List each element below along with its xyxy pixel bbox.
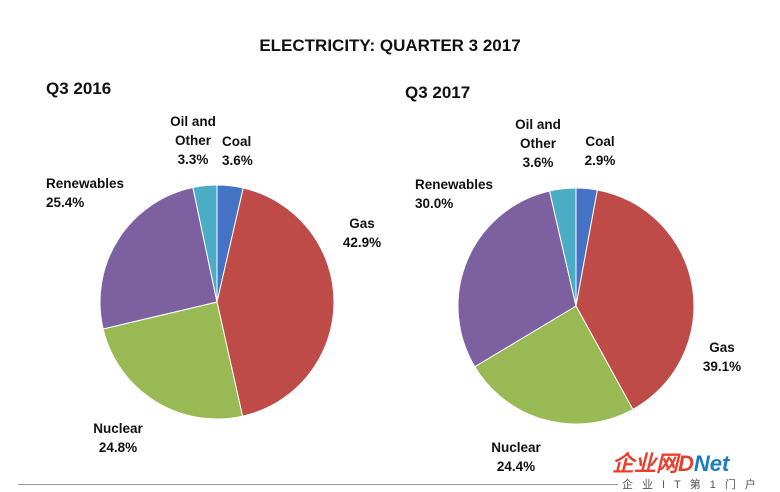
pie-label-q3-2016-gas: Gas 42.9% [343, 216, 381, 250]
pie-label-q3-2017-nuclear: Nuclear 24.4% [491, 440, 541, 474]
pie-label-q3-2017-oil-and-other: Oil and Other 3.6% [515, 117, 561, 170]
pie-value-q3-2016-nuclear: 24.8% [99, 440, 137, 455]
pie-label-q3-2016-oil-and-other: Oil and Other 3.3% [170, 114, 216, 167]
pie-name-q3-2016-gas: Gas [349, 216, 375, 231]
pie-value-q3-2016-renewables: 25.4% [46, 195, 84, 210]
pie-value-q3-2017-oil-and-other: 3.6% [523, 155, 554, 170]
pie-name-q3-2017-gas: Gas [709, 340, 735, 355]
pie-slice-q3-2016-oil-and-other [192, 184, 218, 303]
pie-name-q3-2017-oil-and-other: Other [520, 136, 557, 151]
pie-value-q3-2017-coal: 2.9% [585, 153, 616, 168]
pie-name-q3-2016-renewables: Renewables [46, 176, 124, 191]
pie-name-q3-2017-coal: Coal [585, 134, 614, 149]
pie-slice-q3-2017-oil-and-other [548, 187, 577, 307]
pie-slice-q3-2016-gas [216, 187, 335, 417]
pie-label-q3-2016-coal: Coal 3.6% [222, 134, 253, 168]
pie-label-q3-2017-renewables: Renewables 30.0% [415, 177, 493, 211]
bottom-rule [18, 484, 618, 485]
pie-name-q3-2017-nuclear: Nuclear [491, 440, 541, 455]
pie-name-q3-2016-oil-and-other: Oil and [170, 114, 216, 129]
pie-name-q3-2016-coal: Coal [222, 134, 251, 149]
pie-name-q3-2017-renewables: Renewables [415, 177, 493, 192]
pie-value-q3-2016-coal: 3.6% [222, 153, 253, 168]
pie-label-q3-2016-renewables: Renewables 25.4% [46, 176, 124, 210]
watermark-d: D [678, 451, 694, 476]
watermark-subtitle: 企业IT第1门户 [622, 479, 765, 491]
pie-slice-q3-2016-nuclear [102, 301, 244, 420]
watermark-cn: 企业网 [612, 451, 679, 476]
pie-slice-q3-2017-nuclear [474, 305, 634, 425]
pie-value-q3-2017-gas: 39.1% [703, 359, 741, 374]
pie-name-q3-2017-oil-and-other: Oil and [515, 117, 561, 132]
pie-value-q3-2016-gas: 42.9% [343, 235, 381, 250]
pie-value-q3-2017-nuclear: 24.4% [497, 459, 535, 474]
pie-slice-q3-2017-renewables [457, 190, 577, 368]
pie-label-q3-2016-nuclear: Nuclear 24.8% [93, 421, 143, 455]
pie-value-q3-2016-oil-and-other: 3.3% [178, 152, 209, 167]
chart-main-title: ELECTRICITY: QUARTER 3 2017 [259, 36, 521, 55]
pie-title-q3-2017: Q3 2017 [405, 83, 471, 102]
watermark-net: Net [693, 451, 730, 476]
pie-name-q3-2016-nuclear: Nuclear [93, 421, 143, 436]
pie-value-q3-2017-renewables: 30.0% [415, 196, 453, 211]
watermark-logo: 企业网DNet 企业IT第1门户 [612, 446, 780, 491]
pie-slice-q3-2017-gas [575, 189, 695, 411]
pie-label-q3-2017-gas: Gas 39.1% [703, 340, 741, 374]
pie-title-q3-2016: Q3 2016 [46, 79, 112, 98]
pie-slice-q3-2016-renewables [99, 186, 218, 330]
pie-name-q3-2016-oil-and-other: Other [175, 133, 212, 148]
pie-label-q3-2017-coal: Coal 2.9% [585, 134, 616, 168]
